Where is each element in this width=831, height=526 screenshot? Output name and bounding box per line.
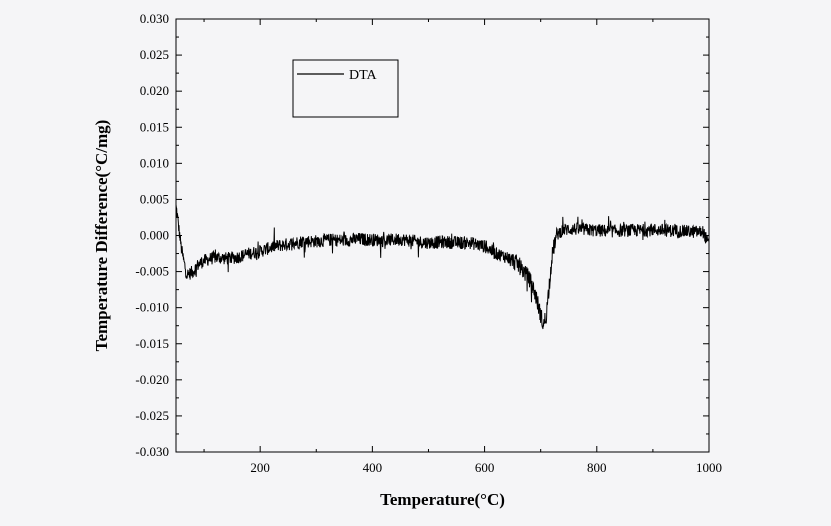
x-axis-title: Temperature(°C) bbox=[380, 490, 505, 509]
legend-box bbox=[292, 59, 399, 118]
y-tick-label: 0.000 bbox=[140, 228, 169, 243]
x-tick-label: 200 bbox=[250, 460, 270, 475]
axis-tick-labels: -0.030 -0.025 -0.020 -0.015 -0.010 -0.005 0.00… bbox=[135, 11, 722, 475]
x-tick-label: 1000 bbox=[696, 460, 722, 475]
series-line-dta bbox=[175, 204, 710, 330]
y-axis-title: Temperature Difference(°C/mg) bbox=[92, 120, 111, 352]
legend-label-dta: DTA bbox=[349, 68, 378, 83]
y-tick-label: -0.030 bbox=[135, 444, 169, 459]
x-tick-label: 800 bbox=[587, 460, 607, 475]
y-tick-label: 0.010 bbox=[140, 155, 169, 170]
y-tick-label: -0.010 bbox=[135, 300, 169, 315]
y-tick-label: 0.030 bbox=[140, 11, 169, 26]
y-tick-label: 0.025 bbox=[140, 47, 169, 62]
x-tick-label: 600 bbox=[475, 460, 495, 475]
axis-ticks bbox=[176, 18, 710, 453]
y-tick-label: -0.020 bbox=[135, 372, 169, 387]
legend: DTA bbox=[292, 59, 399, 118]
x-tick-label: 400 bbox=[363, 460, 383, 475]
y-tick-label: -0.015 bbox=[135, 336, 169, 351]
y-tick-label: 0.015 bbox=[140, 119, 169, 134]
y-tick-label: -0.025 bbox=[135, 408, 169, 423]
y-tick-label: 0.020 bbox=[140, 83, 169, 98]
y-tick-label: 0.005 bbox=[140, 191, 169, 206]
y-tick-label: -0.005 bbox=[135, 264, 169, 279]
series-group bbox=[175, 204, 710, 330]
